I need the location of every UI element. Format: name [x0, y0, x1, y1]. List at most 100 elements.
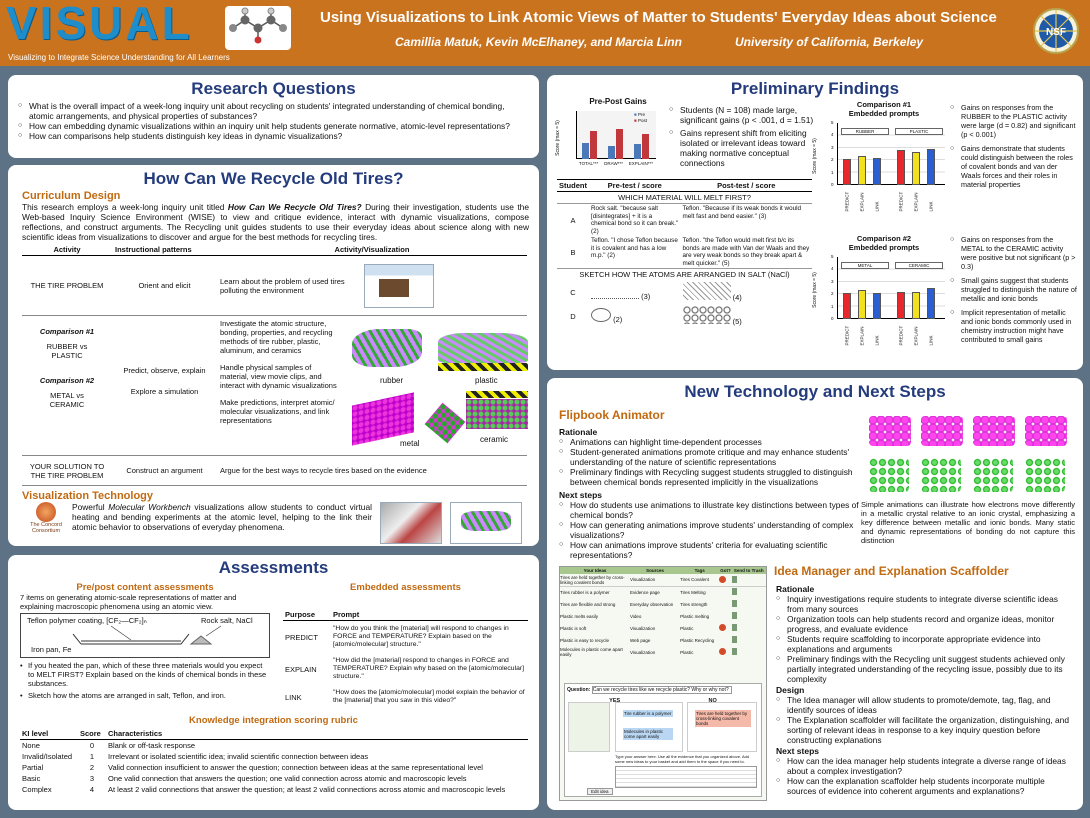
chart-subtitle: Embedded prompts: [848, 109, 920, 118]
chart-bar: [897, 291, 905, 319]
pre-post-plot: [576, 111, 656, 159]
idea-row[interactable]: Tires are held together by cross-linking…: [560, 574, 766, 586]
col-patterns: Instructional patterns: [112, 244, 217, 256]
x-tick-label: PREDICT: [844, 191, 850, 212]
idea-row[interactable]: Molecules in plastic come apart easily Vi…: [560, 646, 766, 658]
sketch-image: [591, 283, 639, 299]
idea-note[interactable]: Tire rubber is a polymer: [623, 710, 673, 717]
answer-textarea[interactable]: [615, 766, 757, 788]
idea-rationale-list: Inquiry investigations require students …: [776, 594, 1076, 684]
iron-label: Iron pan, Fe: [31, 645, 72, 654]
idea-note[interactable]: Molecules in plastic come apart easily: [623, 728, 673, 740]
hazard-stripe-image: [466, 390, 528, 398]
flag-icon[interactable]: [719, 575, 727, 583]
assessments-title: Assessments: [218, 558, 329, 577]
no-column-label: NO: [708, 698, 717, 704]
trash-icon[interactable]: [731, 636, 737, 643]
pre-post-title: Pre-Post Gains: [589, 97, 647, 106]
idea-next-heading: Next steps: [776, 746, 819, 756]
desc-text: Learn about the problem of used tires po…: [220, 276, 345, 295]
x-tick-label: EXPLAIN: [913, 326, 919, 346]
prepost-questions: • If you heated the pan, which of these t…: [20, 661, 270, 700]
question-item: • Sketch how the atoms are arranged in sa…: [20, 691, 226, 700]
trash-icon[interactable]: [731, 648, 737, 655]
activity-table: Activity Instructional patterns Activity…: [22, 244, 528, 486]
gains-bullet: Gains represent shift from eliciting iso…: [669, 128, 819, 168]
rationale-item: Organization tools can help students rec…: [776, 614, 1076, 634]
table-row: THE TIRE PROBLEM Orient and elicit Learn…: [22, 255, 527, 316]
poster-authors: Camillia Matuk, Kevin McElhaney, and Mar…: [395, 35, 682, 49]
teflon-label: Teflon polymer coating, [CF₂—CF₂]ₙ: [27, 616, 147, 625]
ceramic-label: ceramic: [480, 434, 509, 444]
prompt-cell: "How did the [material] respond to chang…: [333, 657, 525, 680]
scaffolder-box: Question: Can we recycle tires like we r…: [564, 683, 762, 797]
rubber-label: rubber: [380, 375, 404, 385]
rubric-row: Partial 2 Valid connection insufficient to…: [22, 763, 483, 772]
x-tick-label: PREDICT: [844, 325, 850, 346]
trash-icon[interactable]: [731, 588, 737, 596]
idea-row[interactable]: Plastic melts easily Video Plastic melting: [560, 610, 766, 622]
rubric-row: Basic 3 One valid connection that answers …: [22, 774, 467, 783]
next-step-item: How do students use animations to illust…: [559, 500, 859, 520]
idea-row[interactable]: Tires are flexible and strong Everyday ob…: [560, 598, 766, 610]
trash-icon[interactable]: [731, 600, 737, 607]
curriculum-design-heading: Curriculum Design: [22, 190, 121, 202]
intro-text-b: During their investigation, students use…: [22, 202, 530, 242]
chart-subtitle: Embedded prompts: [848, 243, 920, 252]
idea-row[interactable]: Plastic is easy to recycle Web page Plasti…: [560, 634, 766, 646]
chart-bar: [897, 150, 905, 185]
chart-ylabel: Score (max = 5): [811, 272, 818, 308]
col-visualization: Activity/Visualization: [217, 244, 527, 256]
activity-cell: THE TIRE PROBLEM: [22, 255, 112, 316]
col-got: Got?: [720, 568, 731, 573]
idea-note[interactable]: Tires are held together by cross-linking…: [695, 710, 751, 727]
chart-bar: [858, 290, 866, 319]
trash-icon[interactable]: [731, 624, 737, 631]
vt-row: The Concord Consortium Powerful Molecula…: [22, 502, 539, 544]
plastic-label: plastic: [475, 375, 498, 385]
col-characteristics: Characteristics: [106, 728, 528, 740]
rubber-model-image: [352, 328, 422, 367]
idea-next-list: How can the idea manager help students i…: [776, 756, 1076, 796]
prompt-row: LINK "How does the [atomic/molecular] mod…: [283, 685, 528, 709]
ceramic-block-image: [466, 398, 528, 429]
pre-post-bar: [590, 131, 597, 159]
col-ki-level: KI level: [20, 728, 78, 740]
research-questions-panel: Research Questions What is the overall i…: [8, 75, 539, 158]
flag-icon[interactable]: [719, 648, 727, 655]
design-heading: Design: [776, 685, 805, 695]
question-select[interactable]: Can we recycle tires like we recycle pla…: [591, 686, 732, 694]
flag-icon[interactable]: [719, 624, 727, 631]
y-tick-label: 2: [831, 291, 834, 297]
response-row: A Rock salt. "because salt [disintegrates…: [570, 205, 801, 235]
ionic-frame-image: [869, 458, 909, 492]
table-row: Comparison #1 RUBBER vs PLASTIC Comparis…: [22, 315, 528, 456]
metal-model-image: [352, 391, 414, 446]
edit-idea-button[interactable]: Edit idea: [587, 788, 613, 795]
idea-manager-screenshot: Your Ideas Sources Tags Got? Send to Trash T…: [559, 566, 767, 801]
idea-row[interactable]: Tires rubber is a polymer Evidence page Ti…: [560, 586, 766, 598]
prepost-section: Pre/post content assessments 7 items on …: [20, 582, 270, 700]
question-item: • If you heated the pan, which of these t…: [20, 661, 267, 688]
findings-bullet: Gains demonstrate that students could di…: [950, 144, 1078, 189]
pattern-predict: Predict, observe, explain: [123, 365, 206, 375]
chart-bar: [927, 288, 935, 319]
trash-icon[interactable]: [731, 612, 737, 619]
trash-icon[interactable]: [731, 575, 737, 583]
y-tick-label: 1: [831, 303, 834, 309]
cookware-figure: Teflon polymer coating, [CF₂—CF₂]ₙ Rock …: [20, 613, 270, 658]
metal-label: metal: [400, 438, 420, 448]
pre-post-ylabel: Score (max = 5): [554, 120, 561, 156]
idea-row[interactable]: Plastic is soft Visualization Plastic: [560, 622, 766, 634]
next-step-item: How can generating animations improve st…: [559, 520, 859, 540]
flipbook-heading: Flipbook Animator: [559, 408, 665, 422]
metallic-frame-image: [869, 416, 911, 446]
flipbook-frames: [869, 416, 1074, 496]
rubric-row: None 0 Blank or off-task response: [22, 741, 195, 750]
y-tick-label: 2: [831, 157, 834, 163]
purpose-cell: PREDICT: [285, 632, 318, 642]
flipbook-rationale-heading: Rationale: [559, 427, 598, 437]
y-tick-label: 5: [831, 120, 834, 125]
pre-post-bar: [642, 134, 649, 159]
x-tick-label: EXPLAIN: [913, 192, 919, 212]
